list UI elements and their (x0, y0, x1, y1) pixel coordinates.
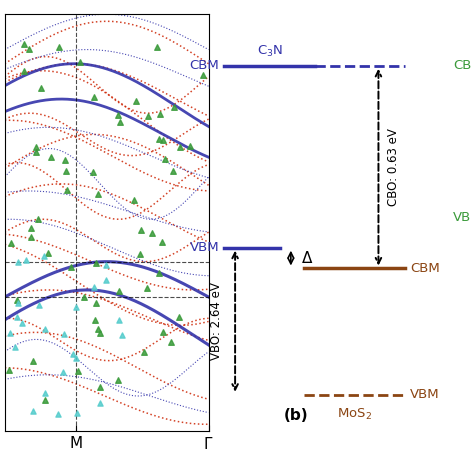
Point (45, 249, 52, 256)
Point (47, 153, 55, 161)
Point (130, 196, 138, 203)
Text: CB: CB (453, 59, 471, 73)
Point (11, 343, 19, 350)
Point (132, 97, 140, 104)
Point (72, 355, 80, 362)
Point (25, 46, 33, 53)
Point (89, 169, 97, 176)
Point (64, 186, 71, 194)
Point (20, 41, 27, 48)
Point (55, 410, 62, 417)
Text: CBM: CBM (190, 59, 219, 73)
Point (159, 238, 166, 246)
Point (32, 143, 39, 151)
Point (13, 296, 20, 303)
Point (90, 283, 98, 291)
Point (170, 167, 177, 174)
Point (42, 325, 49, 333)
Point (175, 313, 182, 321)
Point (137, 250, 144, 257)
Point (160, 136, 167, 143)
Text: CBM: CBM (410, 262, 440, 275)
Point (63, 167, 70, 175)
Point (69, 350, 76, 358)
Point (155, 269, 163, 276)
Point (118, 332, 126, 339)
Point (29, 407, 36, 415)
Point (92, 299, 100, 307)
Point (94, 325, 101, 332)
Point (34, 215, 41, 223)
Point (42, 397, 49, 404)
Point (114, 376, 121, 383)
Point (76, 59, 84, 66)
Text: CBO: 0.63 eV: CBO: 0.63 eV (386, 128, 400, 206)
Point (97, 400, 104, 407)
Point (61, 330, 68, 338)
Point (160, 328, 167, 335)
Point (167, 338, 174, 346)
Point (116, 317, 123, 324)
Point (27, 234, 35, 241)
Point (22, 256, 29, 264)
Point (115, 288, 122, 295)
Point (73, 303, 80, 311)
Point (91, 316, 99, 323)
Point (59, 368, 66, 376)
Point (14, 258, 22, 265)
Point (116, 118, 124, 126)
Point (32, 148, 40, 156)
Point (186, 142, 194, 150)
Point (61, 156, 68, 164)
Point (20, 67, 28, 75)
Text: MoS$_2$: MoS$_2$ (337, 407, 372, 422)
Text: VB: VB (453, 211, 471, 224)
Text: VBM: VBM (410, 388, 440, 401)
Point (94, 190, 102, 198)
Point (115, 111, 122, 118)
Point (176, 143, 183, 150)
Point (92, 259, 100, 267)
Point (153, 44, 160, 51)
Point (75, 367, 82, 374)
Point (6, 366, 13, 374)
Point (14, 300, 22, 307)
Point (144, 284, 151, 292)
Point (55, 43, 63, 51)
Text: Δ: Δ (301, 251, 312, 265)
Text: VBO: 2.64 eV: VBO: 2.64 eV (210, 283, 223, 360)
Point (40, 252, 47, 259)
Point (102, 261, 109, 269)
Point (90, 93, 98, 101)
Point (145, 112, 152, 120)
Point (18, 319, 26, 327)
Point (137, 226, 145, 234)
Point (36, 301, 43, 309)
Point (6, 329, 14, 337)
Point (97, 329, 104, 337)
Point (27, 224, 35, 232)
Point (155, 135, 163, 142)
Point (67, 263, 75, 271)
Point (41, 389, 49, 396)
Point (102, 276, 110, 284)
Point (199, 71, 206, 79)
Point (29, 357, 37, 365)
Text: (a): (a) (0, 473, 1, 474)
Point (156, 110, 164, 118)
Point (7, 239, 15, 246)
Text: (b): (b) (284, 408, 309, 423)
Text: VBM: VBM (190, 241, 219, 255)
Point (80, 293, 88, 301)
Text: C$_3$N: C$_3$N (256, 44, 283, 59)
Point (140, 348, 147, 356)
Point (73, 410, 81, 417)
Point (96, 383, 104, 391)
Point (171, 103, 178, 111)
Point (161, 155, 169, 163)
Point (37, 84, 45, 92)
Point (14, 314, 21, 321)
Point (148, 229, 156, 237)
